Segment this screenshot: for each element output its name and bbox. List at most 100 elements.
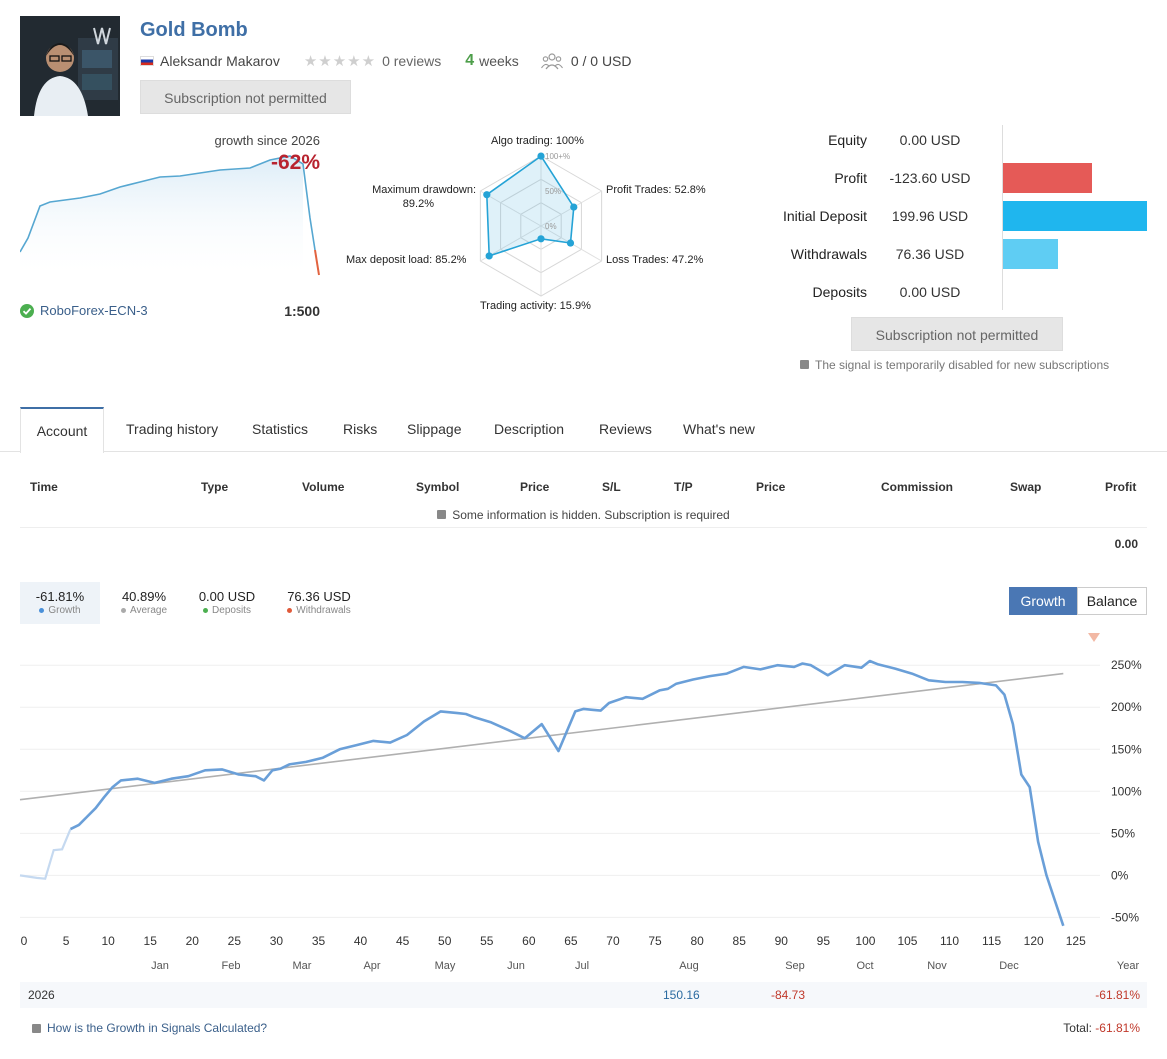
radar-ring-50-label: 50% <box>545 187 561 196</box>
radar-point-0 <box>537 152 545 160</box>
metric-value-equity: 0.00 USD <box>899 132 961 148</box>
series-growth-line-start <box>19 828 72 880</box>
x-tick-label: 120 <box>1024 934 1044 948</box>
y-tick-label: -50% <box>1111 910 1139 924</box>
x-tick-label: 65 <box>564 934 578 948</box>
reviews-count[interactable]: 0 reviews <box>382 53 442 69</box>
radar-label-load: Max deposit load: 85.2% <box>346 254 467 266</box>
growth-toggle-button[interactable]: Growth <box>1009 587 1077 615</box>
month-label: Oct <box>856 960 873 972</box>
radar-grid <box>479 155 603 297</box>
x-tick-label: 55 <box>480 934 494 948</box>
col-commission[interactable]: Commission <box>881 480 954 494</box>
y-tick-label: 50% <box>1111 826 1135 840</box>
x-tick-label: 60 <box>522 934 536 948</box>
year-total-value: -61.81% <box>1095 988 1140 1002</box>
age-unit: weeks <box>479 53 519 69</box>
summary-average[interactable]: 40.89% Average <box>120 589 168 616</box>
growth-since-label: growth since 2026 <box>214 133 320 148</box>
col-swap[interactable]: Swap <box>1010 480 1042 494</box>
mini-growth-drop <box>314 249 320 276</box>
col-symbol[interactable]: Symbol <box>416 480 460 494</box>
summary-deposits[interactable]: 0.00 USD Deposits <box>198 589 256 616</box>
radar-label-drawdown: Maximum drawdown: <box>372 184 476 196</box>
balance-toggle-button[interactable]: Balance <box>1077 587 1147 615</box>
total-label: Total: <box>1063 1021 1092 1035</box>
month-label: Jul <box>575 960 589 972</box>
russia-flag-icon <box>140 56 154 66</box>
mini-growth-chart[interactable] <box>20 130 320 280</box>
verified-check-icon <box>20 303 34 318</box>
x-tick-label: 40 <box>354 934 368 948</box>
tab-slippage[interactable]: Slippage <box>407 421 462 437</box>
month-label: Jun <box>507 960 525 972</box>
metrics-subscribe-button[interactable]: Subscription not permitted <box>851 317 1063 351</box>
y-tick-label: 100% <box>1111 784 1142 798</box>
total-value: -61.81% <box>1095 1021 1140 1035</box>
y-tick-label: 250% <box>1111 658 1142 672</box>
metric-label-equity: Equity <box>828 132 867 148</box>
x-tick-label: 15 <box>144 934 158 948</box>
col-tp[interactable]: T/P <box>674 480 693 494</box>
radar-points <box>483 152 578 260</box>
radar-label-profit-trades: Profit Trades: 52.8% <box>606 184 706 196</box>
month-label: Feb <box>222 960 241 972</box>
col-volume[interactable]: Volume <box>302 480 345 494</box>
deposits-dot-icon <box>203 607 209 613</box>
x-tick-label: 30 <box>270 934 284 948</box>
subscribe-button[interactable]: Subscription not permitted <box>140 80 351 114</box>
year-summary-row: 2026 150.16 -84.73 -61.81% <box>20 982 1147 1008</box>
growth-chart[interactable]: 250% 200% 150% 100% 50% 0% -50% 0 5 10 15 20 25 30 35… <box>0 640 1167 980</box>
growth-calc-help-link[interactable]: How is the Growth in Signals Calculated? <box>32 1021 267 1035</box>
x-tick-label: 95 <box>817 934 831 948</box>
radar-spoke-5 <box>480 190 542 227</box>
x-tick-label: 105 <box>897 934 917 948</box>
metric-label-initial-deposit: Initial Deposit <box>782 208 867 224</box>
radar-point-1 <box>570 203 578 211</box>
col-price-close[interactable]: Price <box>756 480 786 494</box>
author-name[interactable]: Aleksandr Makarov <box>160 53 280 69</box>
tab-reviews[interactable]: Reviews <box>599 421 652 437</box>
col-sl[interactable]: S/L <box>602 480 621 494</box>
col-price-open[interactable]: Price <box>520 480 550 494</box>
tab-risks[interactable]: Risks <box>343 421 378 437</box>
tab-account[interactable]: Account <box>20 407 104 453</box>
x-tick-label: 75 <box>648 934 662 948</box>
y-axis-ticks: 250% 200% 150% 100% 50% 0% -50% <box>1111 658 1142 924</box>
signal-title[interactable]: Gold Bomb <box>140 19 248 41</box>
x-tick-label: 125 <box>1066 934 1086 948</box>
growth-since-value: -62% <box>270 151 320 174</box>
growth-dot-icon <box>39 607 45 613</box>
hidden-info-note: Some information is hidden. Subscription… <box>0 508 1167 522</box>
broker-link[interactable]: RoboForex-ECN-3 <box>20 303 148 318</box>
month-label: Sep <box>785 960 805 972</box>
metric-bar-withdrawals <box>1003 239 1058 269</box>
broker-name[interactable]: RoboForex-ECN-3 <box>40 303 148 318</box>
summary-withdrawals[interactable]: 76.36 USD Withdrawals <box>287 589 351 616</box>
radar-point-4 <box>485 252 493 260</box>
year-label: 2026 <box>28 988 55 1002</box>
tab-statistics[interactable]: Statistics <box>252 421 309 437</box>
radar-point-3 <box>537 235 545 243</box>
tab-trading-history[interactable]: Trading history <box>126 421 219 437</box>
metric-value-initial-deposit: 199.96 USD <box>891 208 969 224</box>
col-time[interactable]: Time <box>30 480 58 494</box>
metric-label-withdrawals: Withdrawals <box>790 246 867 262</box>
mini-growth-line <box>20 155 316 253</box>
x-tick-label: 20 <box>186 934 200 948</box>
author-avatar[interactable] <box>20 16 120 116</box>
month-sep-value: -84.73 <box>771 988 806 1002</box>
leverage-value: 1:500 <box>284 303 320 319</box>
tab-description[interactable]: Description <box>494 421 565 437</box>
info-icon <box>800 360 809 369</box>
subscribers-count: 0 / 0 USD <box>570 53 632 69</box>
col-type[interactable]: Type <box>201 480 229 494</box>
tab-whats-new[interactable]: What's new <box>683 421 755 437</box>
radar-label-activity: Trading activity: 15.9% <box>480 300 591 312</box>
signal-meta: Aleksandr Makarov ★★★★★ 0 reviews 4 week… <box>140 52 632 70</box>
col-profit[interactable]: Profit <box>1105 480 1137 494</box>
radar-point-2 <box>566 239 575 247</box>
summary-growth[interactable]: -61.81% Growth <box>20 582 100 624</box>
radar-label-loss-trades: Loss Trades: 47.2% <box>606 254 704 266</box>
month-label: Jan <box>151 960 169 972</box>
